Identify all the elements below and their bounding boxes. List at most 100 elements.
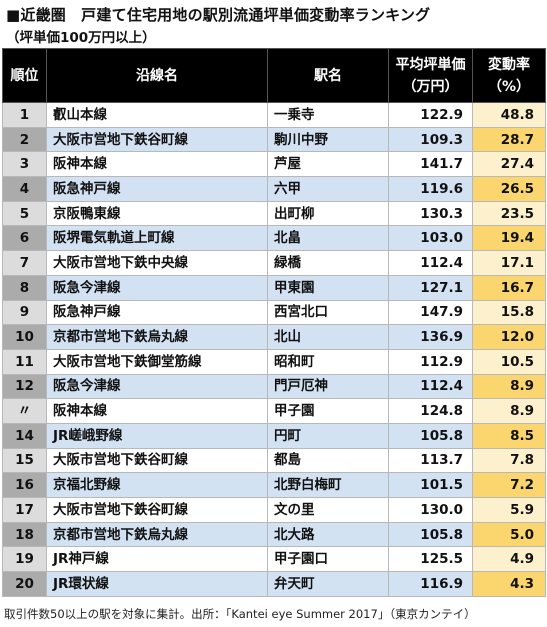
rank-cell: 16	[2, 472, 47, 498]
change-rate-cell: 12.0	[472, 324, 546, 350]
avg-price-cell: 112.9	[388, 348, 473, 375]
station-name-cell: 円町	[267, 422, 389, 449]
line-name-cell: 京都市営地下鉄烏丸線	[46, 324, 268, 350]
avg-price-cell: 130.3	[388, 200, 473, 227]
avg-price-cell: 105.8	[388, 521, 473, 548]
header-station: 駅名	[267, 48, 389, 103]
rank-cell: 18	[2, 521, 47, 548]
line-name-cell: 阪急今津線	[46, 274, 268, 301]
station-name-cell: 昭和町	[267, 348, 389, 375]
header-line: 沿線名	[46, 48, 268, 103]
change-rate-cell: 10.5	[472, 348, 546, 375]
avg-price-cell: 136.9	[388, 324, 473, 350]
line-name-cell: 京福北野線	[46, 472, 268, 498]
station-name-cell: 北大路	[267, 521, 389, 548]
header-rank: 順位	[2, 48, 47, 103]
rank-cell: 6	[2, 225, 47, 252]
change-rate-cell: 7.8	[472, 447, 546, 474]
change-rate-cell: 48.8	[472, 102, 546, 128]
table-row: 1 叡山本線 一乗寺 122.9 48.8	[2, 102, 546, 128]
rank-cell: 5	[2, 200, 47, 227]
table-row: 11 大阪市営地下鉄御堂筋線 昭和町 112.9 10.5	[2, 348, 546, 375]
ranking-table: 順位 沿線名 駅名 平均坪単価 （万円） 変動率 （%） 1 叡山本線 一乗寺 122…	[2, 48, 546, 597]
line-name-cell: 叡山本線	[46, 102, 268, 128]
header-change-rate-unit: （%）	[487, 78, 531, 95]
station-name-cell: 駒川中野	[267, 126, 389, 153]
table-row: 17 大阪市営地下鉄谷町線 文の里 130.0 5.9	[2, 497, 546, 523]
table-row: 16 京福北野線 北野白梅町 101.5 7.2	[2, 472, 546, 498]
change-rate-cell: 23.5	[472, 200, 546, 227]
table-row: 8 阪急今津線 甲東園 127.1 16.7	[2, 274, 546, 301]
station-name-cell: 甲子園口	[267, 546, 389, 573]
table-row: 6 阪堺電気軌道上町線 北畠 103.0 19.4	[2, 225, 546, 252]
avg-price-cell: 130.0	[388, 497, 473, 523]
change-rate-cell: 16.7	[472, 274, 546, 301]
station-name-cell: 北山	[267, 324, 389, 350]
rank-cell: 10	[2, 324, 47, 350]
table-row: 20 JR環状線 弁天町 116.9 4.3	[2, 571, 546, 597]
line-name-cell: 阪堺電気軌道上町線	[46, 225, 268, 252]
rank-cell: 7	[2, 250, 47, 276]
rank-cell: 4	[2, 176, 47, 202]
rank-cell: 17	[2, 497, 47, 523]
rank-cell: 8	[2, 274, 47, 301]
line-name-cell: 京都市営地下鉄烏丸線	[46, 521, 268, 548]
source-footnote: 取引件数50以上の駅を対象に集計。出所：「Kantei eye Summer 2…	[4, 607, 476, 621]
change-rate-cell: 4.3	[472, 571, 546, 597]
station-name-cell: 緑橋	[267, 250, 389, 276]
line-name-cell: JR神戸線	[46, 546, 268, 573]
station-name-cell: 北畠	[267, 225, 389, 252]
table-row: 3 阪神本線 芦屋 141.7 27.4	[2, 151, 546, 178]
line-name-cell: JR環状線	[46, 571, 268, 597]
station-name-cell: 都島	[267, 447, 389, 474]
station-name-cell: 甲子園	[267, 398, 389, 424]
avg-price-cell: 147.9	[388, 299, 473, 326]
table-row: 10 京都市営地下鉄烏丸線 北山 136.9 12.0	[2, 324, 546, 350]
table-row: 2 大阪市営地下鉄谷町線 駒川中野 109.3 28.7	[2, 126, 546, 153]
station-name-cell: 一乗寺	[267, 102, 389, 128]
change-rate-cell: 27.4	[472, 151, 546, 178]
station-name-cell: 北野白梅町	[267, 472, 389, 498]
line-name-cell: 阪神本線	[46, 398, 268, 424]
rank-cell: 1	[2, 102, 47, 128]
rank-cell: 12	[2, 373, 47, 400]
table-row: 〃阪神本線 甲子園 124.8 8.9	[2, 398, 546, 424]
avg-price-cell: 124.8	[388, 398, 473, 424]
avg-price-cell: 127.1	[388, 274, 473, 301]
avg-price-cell: 109.3	[388, 126, 473, 153]
change-rate-cell: 8.9	[472, 398, 546, 424]
line-name-cell: 阪急神戸線	[46, 176, 268, 202]
rank-cell: 11	[2, 348, 47, 375]
avg-price-cell: 113.7	[388, 447, 473, 474]
header-avg-price-label: 平均坪単価	[395, 56, 466, 73]
avg-price-cell: 119.6	[388, 176, 473, 202]
rank-cell: 15	[2, 447, 47, 474]
station-name-cell: 門戸厄神	[267, 373, 389, 400]
table-header: 順位 沿線名 駅名 平均坪単価 （万円） 変動率 （%）	[2, 48, 546, 103]
page-title: ■近畿圏 戸建て住宅用地の駅別流通坪単価変動率ランキング	[6, 6, 431, 24]
table-row: 19 JR神戸線 甲子園口 125.5 4.9	[2, 546, 546, 573]
station-name-cell: 甲東園	[267, 274, 389, 301]
rank-cell: 〃	[2, 398, 47, 424]
line-name-cell: 阪急神戸線	[46, 299, 268, 326]
avg-price-cell: 122.9	[388, 102, 473, 128]
table-row: 4 阪急神戸線 六甲 119.6 26.5	[2, 176, 546, 202]
rank-cell: 20	[2, 571, 47, 597]
change-rate-cell: 26.5	[472, 176, 546, 202]
table-row: 7 大阪市営地下鉄中央線 緑橋 112.4 17.1	[2, 250, 546, 276]
avg-price-cell: 112.4	[388, 250, 473, 276]
header-change-rate: 変動率 （%）	[472, 48, 546, 103]
change-rate-cell: 8.5	[472, 422, 546, 449]
station-name-cell: 文の里	[267, 497, 389, 523]
station-name-cell: 芦屋	[267, 151, 389, 178]
change-rate-cell: 5.0	[472, 521, 546, 548]
line-name-cell: JR嵯峨野線	[46, 422, 268, 449]
avg-price-cell: 125.5	[388, 546, 473, 573]
table-row: 18 京都市営地下鉄烏丸線 北大路 105.8 5.0	[2, 521, 546, 548]
header-row: 順位 沿線名 駅名 平均坪単価 （万円） 変動率 （%）	[2, 48, 546, 103]
station-name-cell: 出町柳	[267, 200, 389, 227]
line-name-cell: 大阪市営地下鉄谷町線	[46, 497, 268, 523]
change-rate-cell: 15.8	[472, 299, 546, 326]
change-rate-cell: 4.9	[472, 546, 546, 573]
rank-cell: 3	[2, 151, 47, 178]
